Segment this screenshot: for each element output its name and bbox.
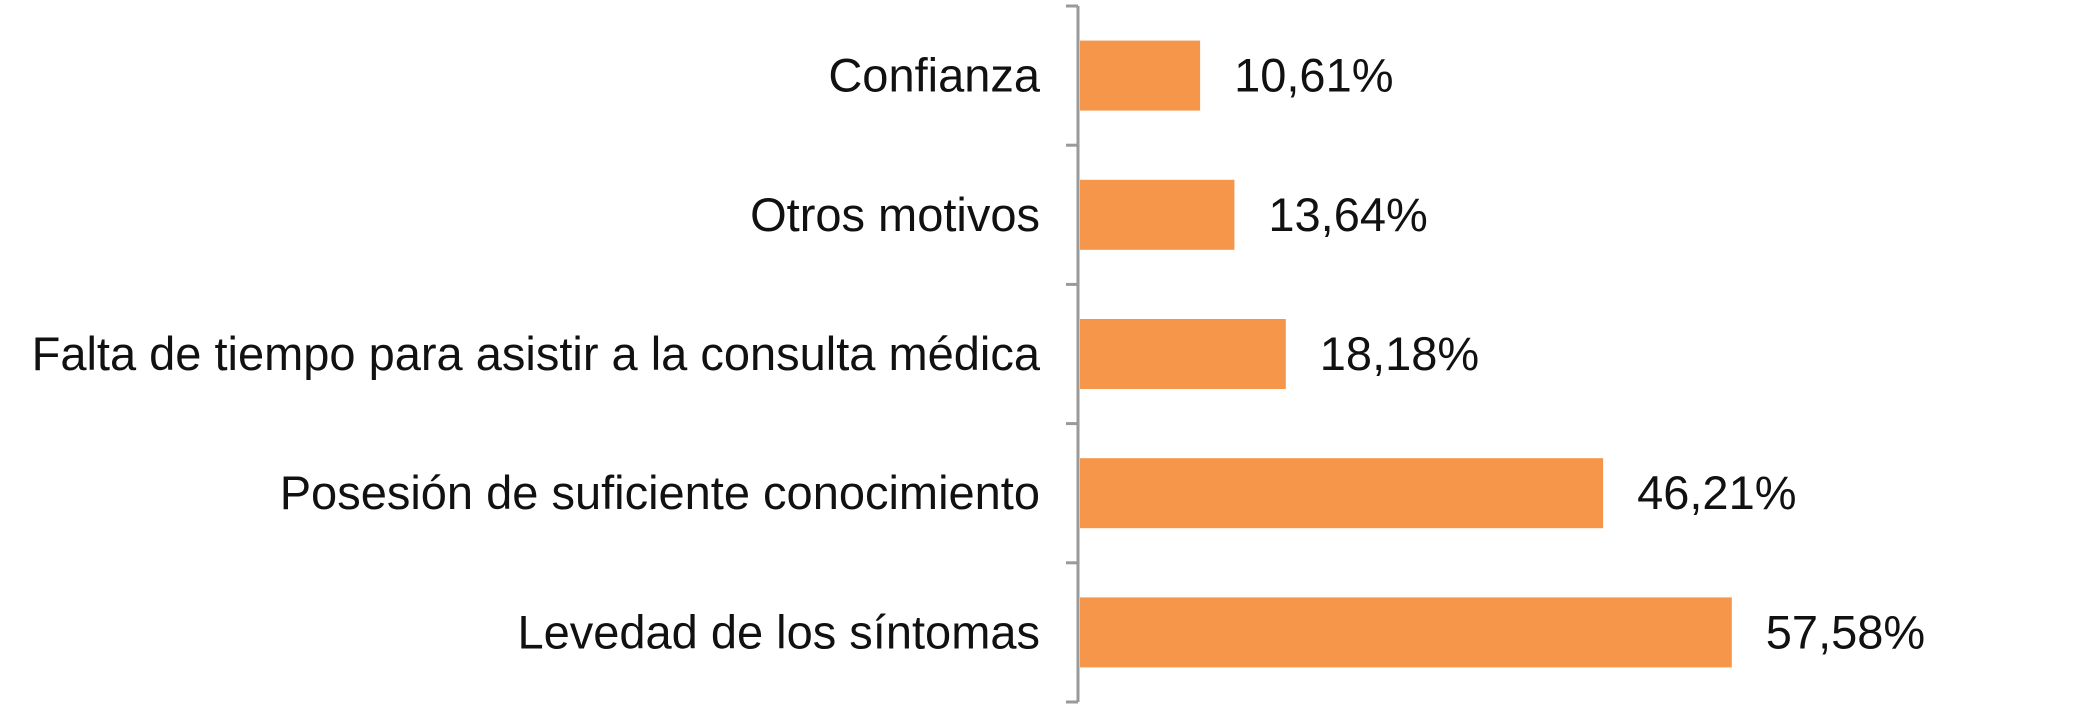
bar bbox=[1080, 597, 1732, 668]
data-label: 46,21% bbox=[1637, 466, 1796, 519]
bars bbox=[1080, 40, 1732, 668]
bar bbox=[1080, 458, 1604, 529]
data-label: 13,64% bbox=[1268, 188, 1427, 241]
category-label: Levedad de los síntomas bbox=[517, 605, 1040, 658]
data-label: 10,61% bbox=[1234, 49, 1393, 102]
bar bbox=[1080, 319, 1286, 389]
category-label: Confianza bbox=[828, 49, 1040, 102]
data-label: 57,58% bbox=[1766, 605, 1925, 658]
category-labels: Confianza Otros motivos Falta de tiempo pa… bbox=[32, 49, 1041, 659]
category-label: Otros motivos bbox=[750, 188, 1040, 241]
category-axis bbox=[1066, 4, 1080, 704]
data-label: 18,18% bbox=[1320, 327, 1479, 380]
category-label: Falta de tiempo para asistir a la consul… bbox=[32, 327, 1041, 380]
category-label: Posesión de suficiente conocimiento bbox=[280, 466, 1040, 519]
value-labels: 10,61% 13,64% 18,18% 46,21% 57,58% bbox=[1234, 49, 1925, 659]
bar bbox=[1080, 40, 1201, 111]
bar bbox=[1080, 179, 1235, 250]
